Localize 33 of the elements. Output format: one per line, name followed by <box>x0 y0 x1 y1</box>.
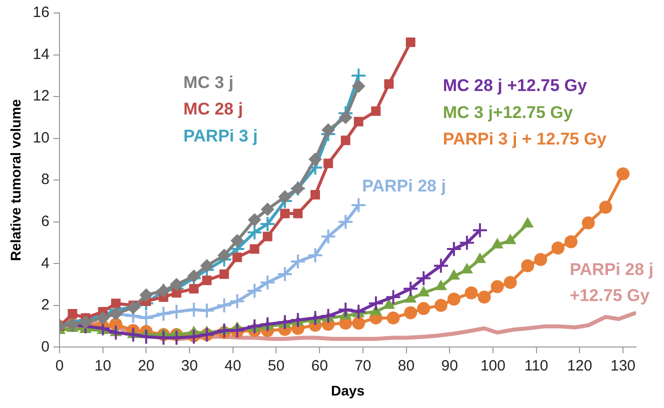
y-tick-label: 4 <box>41 254 50 272</box>
series-label: PARPi 28 j <box>362 176 446 196</box>
x-tick-label: 0 <box>55 357 64 374</box>
y-tick-label: 12 <box>32 88 50 105</box>
series-label: PARPi 3 j + 12.75 Gy <box>442 130 608 149</box>
text: MC 3 j+12.75 Gy <box>442 102 574 122</box>
y-axis-title: Relative tumoral volume <box>7 98 24 262</box>
text: PARPi 3 j <box>183 126 258 146</box>
x-tick-label: 110 <box>524 357 548 374</box>
x-tick-label: 90 <box>441 357 458 374</box>
x-tick-label: 60 <box>311 357 328 374</box>
y-tick-label: 16 <box>32 4 50 22</box>
x-tick-label: 130 <box>610 357 636 374</box>
x-tick-label: 40 <box>224 357 242 374</box>
text: MC 3 j <box>183 72 234 92</box>
x-tick-label: 30 <box>181 357 198 374</box>
x-tick-label: 20 <box>138 357 155 374</box>
x-tick-label: 70 <box>354 357 372 374</box>
y-tick-label: 2 <box>41 296 50 314</box>
y-tick-label: 10 <box>32 129 50 146</box>
x-tick-label: 50 <box>268 357 285 374</box>
x-axis-title: Days <box>331 382 365 398</box>
x-tick-label: 100 <box>480 357 506 374</box>
x-tick-label: 120 <box>567 357 592 374</box>
series-label: PARPi 28 j +12.75 Gy <box>570 260 654 306</box>
text: MC 28 j +12.75 Gy <box>442 76 588 96</box>
text: MC 28 j <box>183 100 243 119</box>
y-tick-label: 6 <box>41 213 50 230</box>
y-tick-label: 0 <box>41 338 50 356</box>
y-tick-label: 14 <box>32 46 50 63</box>
y-tick-label: 8 <box>41 171 50 188</box>
x-tick-label: 80 <box>398 357 415 374</box>
x-tick-label: 10 <box>94 357 112 374</box>
